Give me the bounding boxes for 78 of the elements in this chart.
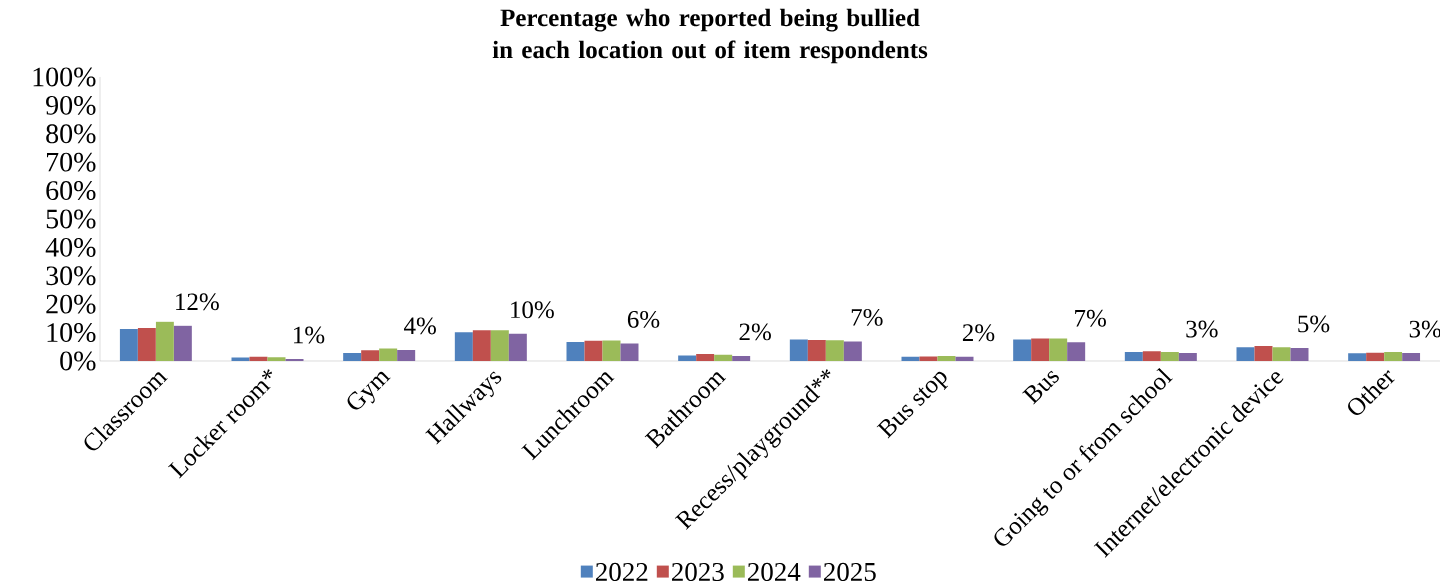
- bar: [732, 355, 751, 361]
- bar: [379, 348, 398, 361]
- y-tick-label: 30%: [46, 266, 96, 286]
- data-label: 10%: [511, 301, 554, 319]
- bar: [1067, 342, 1086, 361]
- data-label: 3%: [1409, 320, 1441, 338]
- y-tick-label: 20%: [46, 294, 96, 314]
- bar: [119, 328, 138, 361]
- bar: [137, 328, 156, 361]
- bar: [454, 332, 473, 361]
- bar: [173, 325, 192, 361]
- bar: [1290, 347, 1309, 361]
- data-label: 2%: [962, 324, 995, 342]
- data-label: 2%: [739, 323, 771, 341]
- y-tick-label: 80%: [46, 124, 96, 144]
- bar: [937, 355, 956, 361]
- bar: [1124, 351, 1143, 361]
- bar: [584, 340, 603, 361]
- bar: [678, 355, 697, 361]
- bar: [472, 330, 491, 361]
- y-tick-label: 40%: [45, 237, 96, 257]
- legend-label: 2022: [595, 562, 648, 582]
- bar: [1142, 351, 1161, 361]
- bar: [1384, 351, 1403, 361]
- legend-label: 2025: [823, 562, 876, 582]
- y-tick-label: 10%: [47, 323, 96, 343]
- bar: [249, 356, 268, 361]
- data-label: 3%: [1186, 320, 1218, 338]
- bar: [807, 339, 826, 361]
- bar: [490, 330, 509, 361]
- bar: [843, 341, 862, 361]
- bar: [1254, 345, 1273, 361]
- bar: [955, 356, 974, 361]
- x-tick-label: Gym: [347, 371, 391, 410]
- y-tick-label: 100%: [33, 67, 96, 87]
- y-tick-label: 50%: [46, 209, 96, 229]
- bar: [1013, 339, 1032, 361]
- bar: [1366, 352, 1385, 361]
- bar: [397, 349, 416, 361]
- bar: [1236, 347, 1255, 361]
- y-tick-label: 90%: [46, 95, 96, 115]
- bar: [1348, 353, 1367, 361]
- data-label: 4%: [403, 317, 436, 335]
- data-label: 12%: [176, 293, 219, 311]
- y-tick-label: 60%: [46, 181, 96, 201]
- legend-label: 2024: [747, 562, 801, 582]
- bar: [789, 339, 808, 361]
- y-tick-label: 0%: [60, 351, 96, 371]
- bar: [620, 343, 639, 361]
- y-tick-label: 70%: [46, 152, 96, 172]
- bar: [602, 340, 621, 361]
- bar: [1049, 338, 1068, 361]
- data-label: 7%: [851, 308, 883, 326]
- bar: [508, 333, 527, 361]
- bar: [825, 340, 844, 361]
- data-label: 7%: [1075, 309, 1106, 327]
- legend-label: 2023: [671, 562, 724, 582]
- bar: [1160, 351, 1179, 361]
- bar: [361, 350, 380, 361]
- bar: [901, 356, 920, 361]
- bar: [696, 353, 715, 361]
- bar: [343, 353, 362, 361]
- x-tick-label: Bus stop: [876, 371, 949, 439]
- chart-title: Percentage who reported being bullied in each location out of item respondents: [492, 8, 928, 64]
- x-tick-label: Bus: [1022, 370, 1059, 405]
- bar: [1402, 353, 1421, 361]
- bar: [1178, 353, 1197, 361]
- bar: [566, 341, 585, 361]
- data-label: 1%: [294, 326, 325, 344]
- data-label: 5%: [1298, 315, 1330, 333]
- bar: [1031, 338, 1050, 361]
- bar: [267, 357, 286, 361]
- bar: [1272, 347, 1291, 361]
- data-label: 6%: [627, 310, 660, 328]
- bar: [231, 357, 250, 361]
- bar: [714, 354, 733, 361]
- bar: [919, 356, 938, 361]
- bar: [155, 321, 174, 361]
